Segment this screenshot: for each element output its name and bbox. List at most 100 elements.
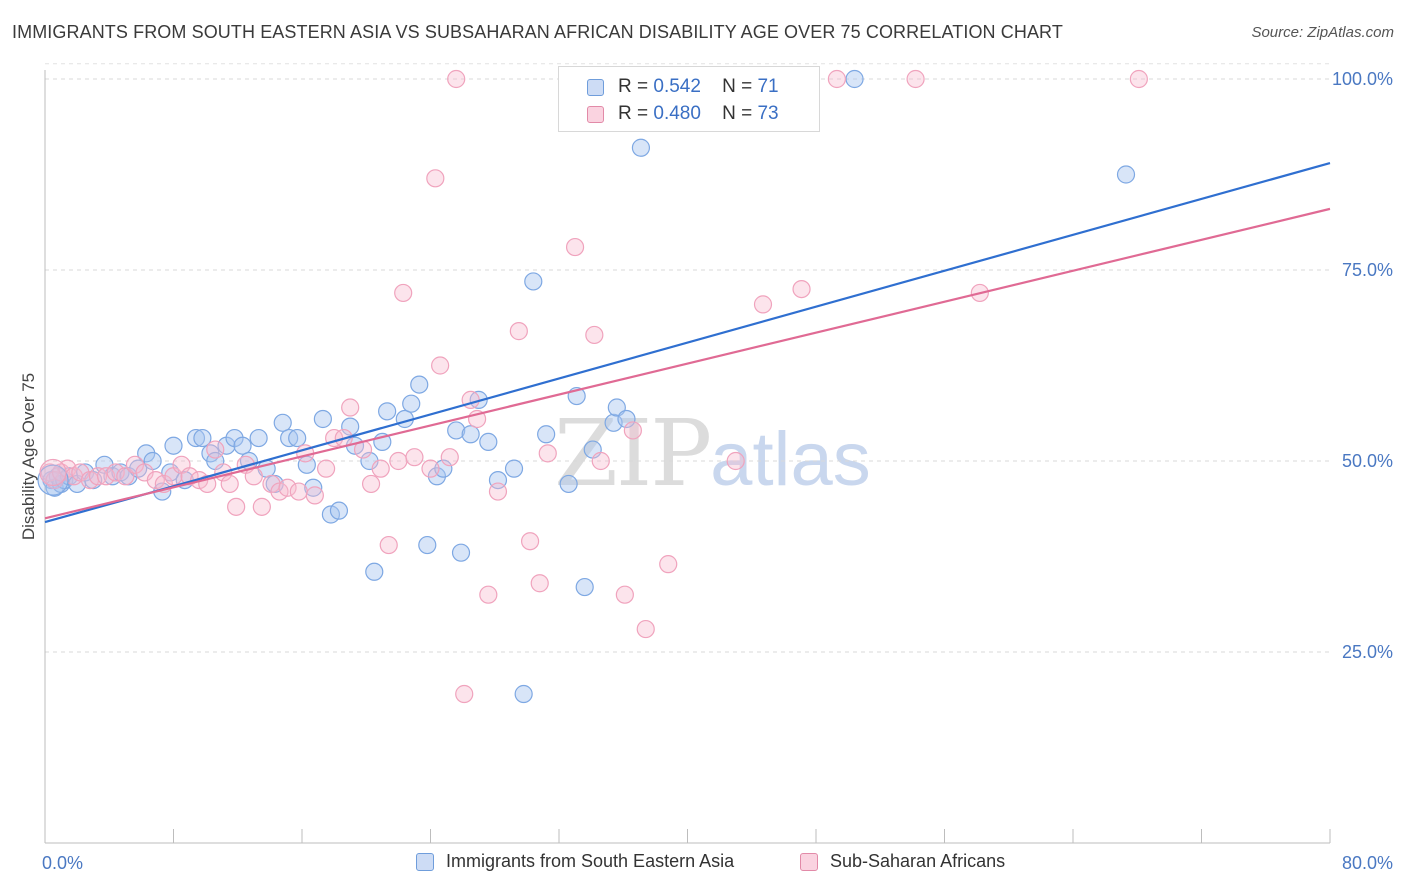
point-sub-saharan-africans [585, 325, 604, 345]
point-south-eastern-asia [447, 421, 466, 440]
point-south-eastern-asia [631, 138, 651, 157]
point-sub-saharan-africans [431, 356, 450, 375]
point-sub-saharan-africans [447, 69, 466, 89]
point-south-eastern-asia [524, 272, 543, 291]
point-sub-saharan-africans [906, 69, 925, 89]
point-sub-saharan-africans [39, 458, 67, 487]
point-sub-saharan-africans [440, 448, 459, 467]
legend-row-ssa: R = 0.480 N = 73 [559, 100, 779, 128]
x-tick-label: 80.0% [1342, 853, 1393, 873]
legend-label-ssa: Sub-Saharan Africans [830, 851, 1006, 871]
point-south-eastern-asia [427, 467, 447, 486]
point-sub-saharan-africans [455, 684, 474, 704]
point-south-eastern-asia [845, 69, 864, 89]
point-sub-saharan-africans [361, 474, 381, 494]
trendline-south-eastern-asia [44, 161, 1331, 524]
point-south-eastern-asia [514, 684, 533, 704]
point-sub-saharan-africans [530, 574, 549, 593]
point-sub-saharan-africans [726, 451, 745, 471]
point-sub-saharan-africans [220, 474, 239, 494]
chart-source: Source: ZipAtlas.com [1251, 24, 1394, 41]
point-sub-saharan-africans [405, 448, 424, 467]
point-south-eastern-asia [504, 459, 524, 478]
legend-n-value: 71 [757, 76, 779, 97]
point-south-eastern-asia [479, 432, 498, 451]
legend-row-sea: R = 0.542 N = 71 [559, 73, 779, 101]
point-sub-saharan-africans [252, 497, 271, 516]
point-south-eastern-asia [186, 428, 206, 448]
legend-n-label: N = [722, 103, 753, 124]
point-south-eastern-asia [559, 474, 578, 494]
point-south-eastern-asia [341, 417, 360, 436]
point-south-eastern-asia [402, 394, 421, 413]
point-south-eastern-asia [313, 409, 332, 429]
legend-item-sea: Immigrants from South Eastern Asia [416, 851, 734, 872]
point-south-eastern-asia [329, 501, 349, 520]
point-south-eastern-asia [304, 478, 323, 497]
point-sub-saharan-africans [1129, 69, 1148, 89]
point-south-eastern-asia [233, 436, 252, 455]
point-sub-saharan-africans [394, 283, 413, 303]
legend-r-label: R = [618, 76, 649, 97]
legend-n-label: N = [722, 76, 753, 97]
legend-n-value: 73 [757, 103, 779, 124]
legend-swatch-sea [416, 852, 434, 871]
point-south-eastern-asia [1116, 165, 1136, 184]
point-south-eastern-asia [617, 409, 636, 429]
point-sub-saharan-africans [426, 169, 445, 188]
point-sub-saharan-africans [615, 585, 634, 604]
y-axis-title: Disability Age Over 75 [19, 373, 38, 540]
point-south-eastern-asia [410, 375, 429, 394]
point-sub-saharan-africans [538, 444, 557, 463]
point-sub-saharan-africans [636, 619, 655, 639]
point-sub-saharan-africans [71, 463, 90, 482]
legend-label-sea: Immigrants from South Eastern Asia [446, 851, 735, 871]
point-south-eastern-asia [193, 428, 212, 448]
point-sub-saharan-africans [421, 459, 440, 478]
legend-swatch-ssa [587, 105, 604, 123]
x-tick-label: 0.0% [42, 853, 83, 873]
point-sub-saharan-africans [316, 459, 336, 478]
point-sub-saharan-africans [792, 280, 811, 299]
stats-legend: R = 0.542 N = 71 R = 0.480 N = 73 [558, 66, 820, 132]
point-sub-saharan-africans [379, 535, 398, 555]
point-south-eastern-asia [461, 425, 480, 444]
point-sub-saharan-africans [389, 451, 408, 471]
point-south-eastern-asia [164, 436, 183, 455]
point-sub-saharan-africans [488, 482, 508, 501]
point-sub-saharan-africans [106, 463, 125, 482]
point-sub-saharan-africans [305, 486, 324, 505]
point-sub-saharan-africans [371, 459, 390, 478]
legend-r-label: R = [618, 103, 649, 124]
point-sub-saharan-africans [289, 482, 308, 501]
point-sub-saharan-africans [125, 455, 145, 474]
point-south-eastern-asia [137, 444, 156, 463]
point-sub-saharan-africans [753, 295, 773, 314]
point-south-eastern-asia [249, 428, 268, 448]
y-tick-label: 50.0% [1342, 451, 1393, 471]
point-sub-saharan-africans [278, 478, 297, 497]
point-sub-saharan-africans [227, 497, 246, 516]
point-south-eastern-asia [418, 535, 437, 555]
point-sub-saharan-africans [479, 585, 498, 604]
point-south-eastern-asia [273, 413, 292, 432]
legend-r-value: 0.542 [653, 76, 701, 97]
point-sub-saharan-africans [509, 322, 528, 341]
y-tick-label: 75.0% [1342, 260, 1393, 280]
point-south-eastern-asia [378, 402, 397, 421]
point-sub-saharan-africans [341, 398, 360, 417]
watermark-zip: ZIP [554, 400, 712, 507]
legend-swatch-ssa [800, 852, 818, 871]
point-south-eastern-asia [37, 464, 69, 496]
point-sub-saharan-africans [520, 532, 540, 551]
chart-title: IMMIGRANTS FROM SOUTH EASTERN ASIA VS SU… [12, 22, 1063, 42]
point-sub-saharan-africans [591, 451, 610, 471]
watermark: ZIPatlas [554, 400, 871, 507]
legend-r-value: 0.480 [653, 103, 701, 124]
y-tick-label: 100.0% [1332, 69, 1393, 89]
point-sub-saharan-africans [623, 421, 642, 440]
watermark-atlas: atlas [710, 417, 871, 502]
legend-swatch-sea [587, 78, 604, 96]
point-sub-saharan-africans [96, 467, 116, 486]
